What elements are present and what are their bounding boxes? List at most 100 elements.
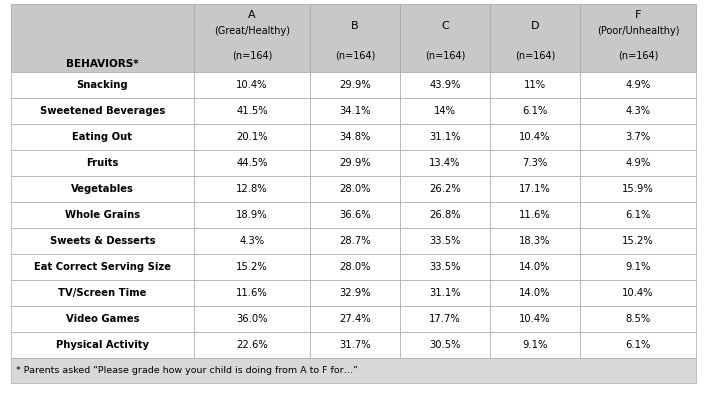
Text: (n=164): (n=164) [618, 51, 658, 61]
Text: 28.0%: 28.0% [339, 262, 370, 272]
Text: 43.9%: 43.9% [429, 80, 461, 90]
Bar [310, 176, 400, 202]
Bar [580, 176, 696, 202]
Text: Vegetables: Vegetables [71, 184, 134, 194]
Text: 26.2%: 26.2% [429, 184, 461, 194]
Text: (Poor/Unhealthy): (Poor/Unhealthy) [597, 26, 679, 36]
Bar [194, 202, 310, 228]
Text: C: C [441, 21, 449, 31]
Text: 18.3%: 18.3% [519, 236, 551, 246]
Text: 31.1%: 31.1% [429, 288, 461, 298]
Bar [400, 228, 490, 254]
Bar [194, 280, 310, 306]
Bar [310, 228, 400, 254]
Bar [490, 150, 580, 176]
Text: 29.9%: 29.9% [339, 80, 371, 90]
Bar [310, 202, 400, 228]
Text: 6.1%: 6.1% [625, 210, 650, 220]
Text: (Great/Healthy): (Great/Healthy) [214, 26, 290, 36]
Bar [490, 280, 580, 306]
Text: * Parents asked “Please grade how your child is doing from A to F for…”: * Parents asked “Please grade how your c… [16, 366, 358, 375]
Text: F: F [635, 10, 641, 20]
Bar [580, 202, 696, 228]
Bar [11, 228, 194, 254]
Bar [194, 254, 310, 280]
Bar [490, 4, 580, 72]
Text: A: A [248, 10, 256, 20]
Text: Physical Activity: Physical Activity [56, 340, 149, 350]
Bar [310, 98, 400, 124]
Text: 26.8%: 26.8% [429, 210, 461, 220]
Bar [11, 176, 194, 202]
Text: 33.5%: 33.5% [429, 262, 461, 272]
Bar [580, 72, 696, 98]
Text: (n=164): (n=164) [425, 51, 465, 61]
Text: 8.5%: 8.5% [626, 314, 650, 324]
Text: Sweetened Beverages: Sweetened Beverages [40, 106, 165, 116]
Bar [490, 332, 580, 358]
Bar [11, 332, 194, 358]
Bar [194, 332, 310, 358]
Text: 36.0%: 36.0% [236, 314, 268, 324]
Bar [11, 202, 194, 228]
Text: 4.9%: 4.9% [626, 158, 650, 168]
Bar [194, 72, 310, 98]
Bar [580, 280, 696, 306]
Text: BEHAVIORS*: BEHAVIORS* [66, 59, 139, 69]
Bar [580, 306, 696, 332]
Text: 28.7%: 28.7% [339, 236, 370, 246]
Bar [580, 228, 696, 254]
Text: 10.4%: 10.4% [519, 314, 551, 324]
Bar [310, 332, 400, 358]
Text: 15.9%: 15.9% [622, 184, 654, 194]
Text: 14%: 14% [434, 106, 456, 116]
Bar [400, 176, 490, 202]
Text: 28.0%: 28.0% [339, 184, 370, 194]
Bar [11, 150, 194, 176]
Text: 10.4%: 10.4% [236, 80, 268, 90]
Bar [400, 124, 490, 150]
Bar [194, 228, 310, 254]
Bar [490, 176, 580, 202]
Bar [310, 280, 400, 306]
Text: 33.5%: 33.5% [429, 236, 461, 246]
Bar [194, 124, 310, 150]
Bar [400, 280, 490, 306]
Bar [580, 150, 696, 176]
Text: 10.4%: 10.4% [622, 288, 654, 298]
Text: 6.1%: 6.1% [625, 340, 650, 350]
Text: 14.0%: 14.0% [519, 262, 551, 272]
Text: 13.4%: 13.4% [429, 158, 461, 168]
Text: Whole Grains: Whole Grains [65, 210, 140, 220]
Bar [194, 176, 310, 202]
Text: 10.4%: 10.4% [519, 132, 551, 142]
Text: 17.7%: 17.7% [429, 314, 461, 324]
Bar [194, 150, 310, 176]
Text: 41.5%: 41.5% [236, 106, 268, 116]
Bar [400, 254, 490, 280]
Text: 3.7%: 3.7% [626, 132, 650, 142]
Bar [490, 124, 580, 150]
Text: 7.3%: 7.3% [522, 158, 548, 168]
Text: 31.7%: 31.7% [339, 340, 370, 350]
Text: 34.8%: 34.8% [339, 132, 370, 142]
Text: 9.1%: 9.1% [522, 340, 548, 350]
Text: Eating Out: Eating Out [73, 132, 132, 142]
Text: 31.1%: 31.1% [429, 132, 461, 142]
Bar [400, 98, 490, 124]
Text: Eat Correct Serving Size: Eat Correct Serving Size [34, 262, 171, 272]
Text: 6.1%: 6.1% [522, 106, 548, 116]
Text: 9.1%: 9.1% [625, 262, 650, 272]
Bar [310, 306, 400, 332]
Text: 44.5%: 44.5% [236, 158, 268, 168]
Bar [580, 4, 696, 72]
Text: 11.6%: 11.6% [519, 210, 551, 220]
Text: 4.3%: 4.3% [240, 236, 264, 246]
Text: 14.0%: 14.0% [519, 288, 551, 298]
Text: Video Games: Video Games [66, 314, 139, 324]
Bar [11, 358, 696, 383]
Bar [400, 72, 490, 98]
Bar [400, 202, 490, 228]
Text: (n=164): (n=164) [335, 51, 375, 61]
Bar [490, 228, 580, 254]
